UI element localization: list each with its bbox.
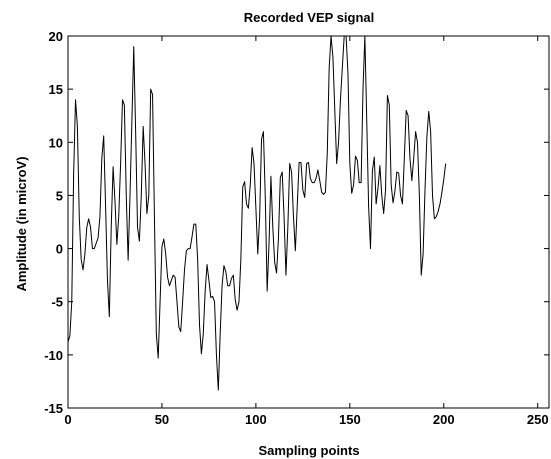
- chart-title: Recorded VEP signal: [244, 10, 375, 25]
- x-tick-label: 200: [433, 412, 455, 427]
- plot-area: 0 50 100 150 200 250 -15 -10 -5 0 5 10 15 20: [44, 29, 550, 427]
- x-tick-label: 50: [155, 412, 169, 427]
- x-tick-label: 250: [527, 412, 549, 427]
- x-tick-label: 150: [339, 412, 361, 427]
- y-tick-label: 0: [56, 242, 63, 257]
- y-tick-label: 15: [49, 82, 63, 97]
- y-tick-label: -15: [44, 401, 63, 416]
- x-tick-label: 0: [64, 412, 71, 427]
- x-tick-label: 100: [245, 412, 267, 427]
- x-axis-label: Sampling points: [258, 443, 359, 458]
- y-tick-label: 5: [56, 188, 63, 203]
- y-tick-label: 20: [49, 29, 63, 44]
- y-axis-label: Amplitude (in microV): [14, 156, 29, 291]
- y-tick-label: -10: [44, 348, 63, 363]
- vep-signal-line: [68, 36, 447, 391]
- y-tick-label: 10: [49, 135, 63, 150]
- y-tick-label: -5: [51, 295, 63, 310]
- plot-frame: [67, 35, 550, 409]
